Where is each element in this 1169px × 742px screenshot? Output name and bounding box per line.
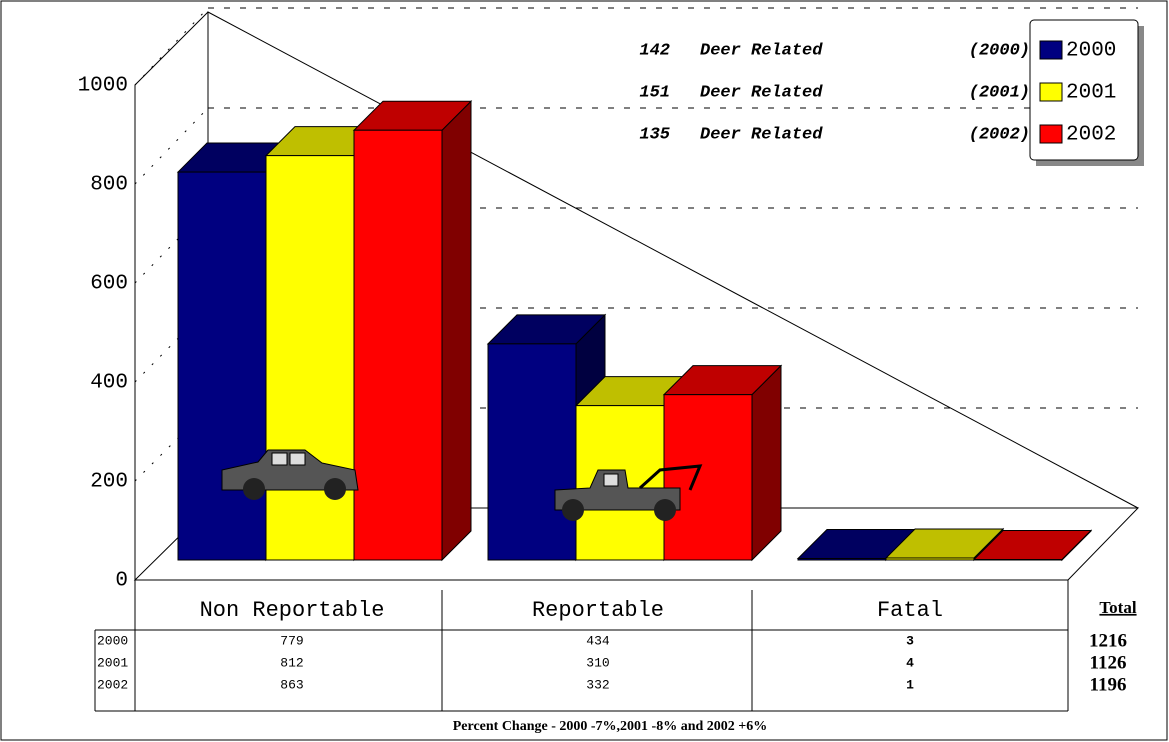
annotation-count: 142 xyxy=(639,41,670,60)
legend-swatch xyxy=(1040,125,1062,143)
annotation-year: (2002) xyxy=(969,125,1030,144)
bar xyxy=(886,558,974,560)
legend-label: 2001 xyxy=(1066,82,1116,105)
chart: 0 200 400 600 800 1000 2000 2001 2002 142 Deer R… xyxy=(0,0,1169,742)
table-value: 812 xyxy=(280,655,303,670)
total-value: 1216 xyxy=(1089,630,1127,651)
total-value: 1126 xyxy=(1090,652,1127,673)
y-tick-label: 200 xyxy=(90,471,128,494)
y-tick-label: 600 xyxy=(90,273,128,296)
legend-swatch xyxy=(1040,83,1062,101)
bar-side xyxy=(442,101,471,560)
table-value: 3 xyxy=(906,633,914,648)
bar xyxy=(664,395,752,560)
annotation-count: 135 xyxy=(639,125,670,144)
total-header: Total xyxy=(1099,598,1136,617)
legend-label: 2000 xyxy=(1066,40,1116,63)
y-tick-label: 800 xyxy=(90,174,128,197)
annotation-label: Deer Related xyxy=(700,83,823,102)
row-label: 2002 xyxy=(97,677,128,692)
table-value: 863 xyxy=(280,677,303,692)
bar xyxy=(354,130,442,560)
category-label: Fatal xyxy=(877,598,943,623)
footer: Percent Change - 2000 -7%,2001 -8% and 2… xyxy=(453,719,768,734)
table-value: 4 xyxy=(906,655,914,670)
category-label: Non Reportable xyxy=(200,598,385,623)
bar xyxy=(798,559,886,560)
bar-side xyxy=(752,366,781,560)
y-tick-label: 0 xyxy=(115,570,128,593)
table-value: 779 xyxy=(280,633,303,648)
row-label: 2000 xyxy=(97,633,128,648)
bar xyxy=(488,344,576,560)
table-value: 434 xyxy=(586,633,610,648)
annotation-year: (2001) xyxy=(969,83,1030,102)
bar xyxy=(178,172,266,560)
y-tick-label: 1000 xyxy=(78,75,128,98)
y-tick-label: 400 xyxy=(90,372,128,395)
row-label: 2001 xyxy=(97,655,128,670)
bar xyxy=(266,156,354,560)
legend-items: 2000 2001 2002 xyxy=(1040,40,1116,147)
table-value: 1 xyxy=(906,677,914,692)
annotation-label: Deer Related xyxy=(700,41,823,60)
annotation-year: (2000) xyxy=(969,41,1030,60)
category-label: Reportable xyxy=(532,598,664,623)
annotation-count: 151 xyxy=(639,83,670,102)
legend-swatch xyxy=(1040,41,1062,59)
total-value: 1196 xyxy=(1090,674,1127,695)
table-value: 310 xyxy=(586,655,609,670)
annotation-label: Deer Related xyxy=(700,125,823,144)
legend-label: 2002 xyxy=(1066,124,1116,147)
table-value: 332 xyxy=(586,677,609,692)
